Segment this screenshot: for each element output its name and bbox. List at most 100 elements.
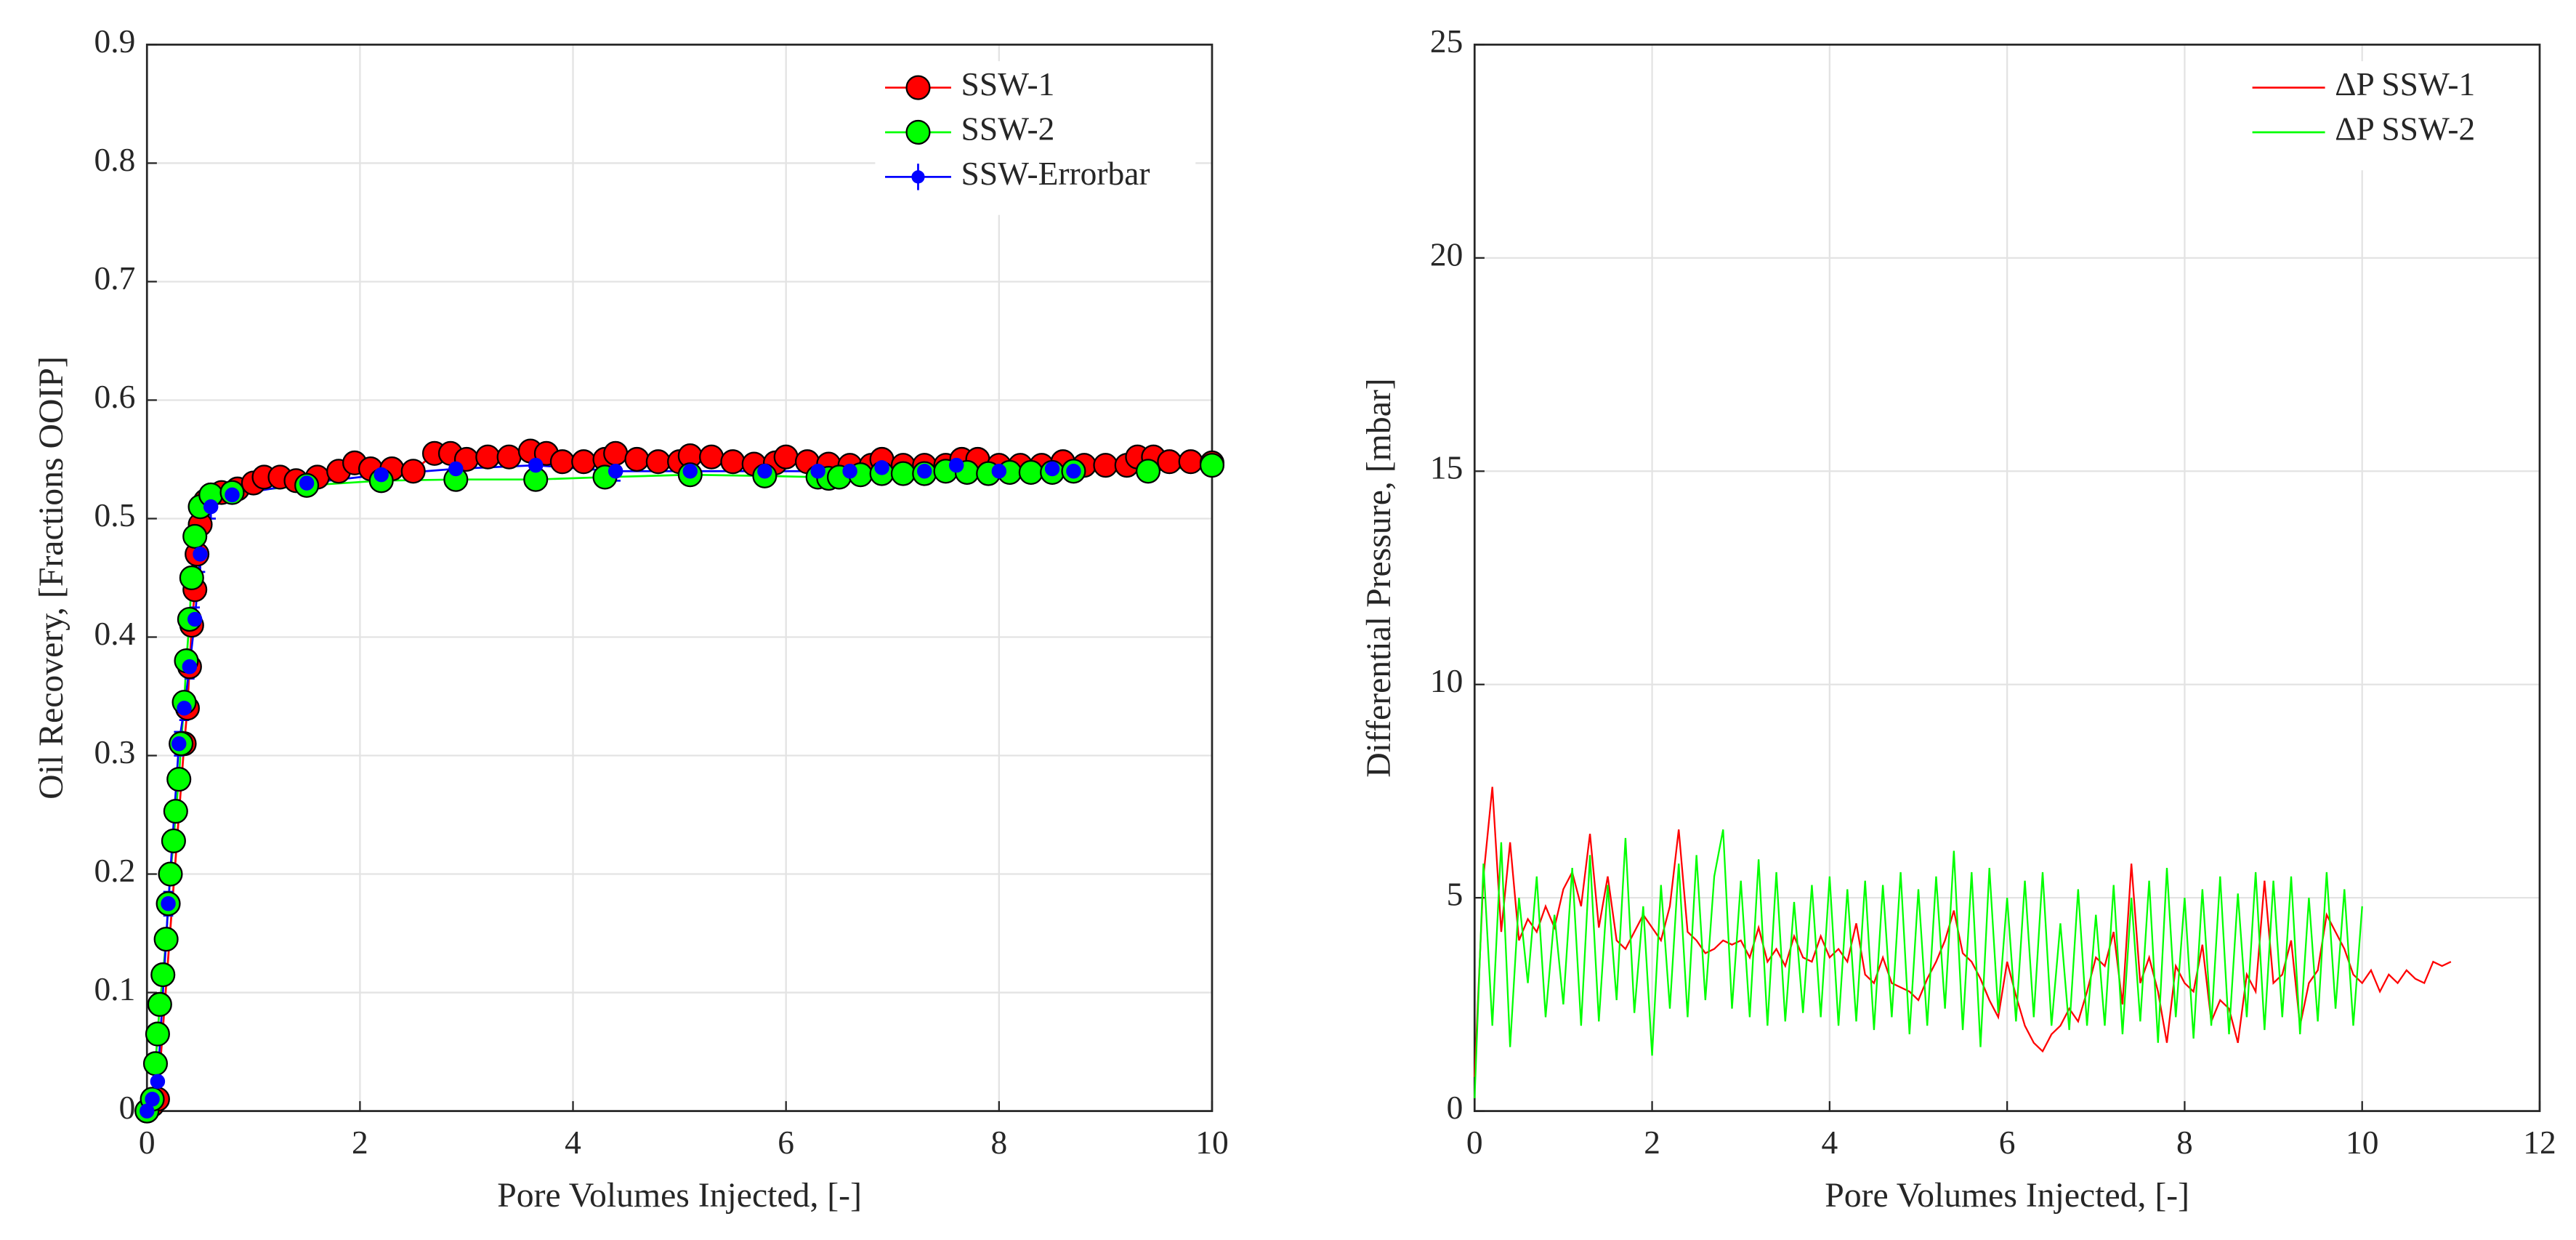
x-tick-label: 6 <box>778 1124 794 1161</box>
marker <box>163 799 188 824</box>
marker <box>682 464 698 479</box>
y-tick-label: 0 <box>119 1089 136 1126</box>
y-tick-label: 0 <box>1447 1089 1463 1126</box>
marker <box>179 565 204 591</box>
y-tick-label: 5 <box>1447 876 1463 913</box>
marker <box>991 464 1007 479</box>
marker <box>1018 459 1043 485</box>
marker <box>161 896 176 911</box>
legend-marker <box>905 119 931 145</box>
y-axis-label: Oil Recovery, [Fractions OOIP] <box>32 356 70 800</box>
marker <box>140 1103 155 1119</box>
marker <box>773 444 799 470</box>
marker <box>916 464 932 479</box>
y-tick-label: 0.1 <box>94 970 136 1007</box>
legend-marker <box>905 75 931 100</box>
y-tick-label: 0.9 <box>94 23 136 60</box>
axes-frame <box>145 44 1214 1112</box>
marker <box>147 991 172 1017</box>
x-tick-label: 6 <box>1999 1124 2016 1161</box>
legend: ΔP SSW-1 ΔP SSW-2 <box>2242 61 2524 171</box>
axes-frame <box>1473 44 2541 1112</box>
legend-label: SSW-Errorbar <box>961 155 1150 192</box>
marker <box>810 464 825 479</box>
x-tick-label: 2 <box>1644 1124 1660 1161</box>
marker <box>475 444 501 470</box>
marker <box>150 1074 166 1090</box>
marker <box>374 467 389 483</box>
marker <box>150 962 176 988</box>
marker <box>145 1092 160 1107</box>
marker <box>145 1021 170 1047</box>
marker <box>182 523 208 549</box>
x-tick-label: 10 <box>2346 1124 2378 1161</box>
marker <box>161 828 186 853</box>
marker <box>1135 459 1161 484</box>
marker <box>1093 453 1118 478</box>
marker <box>299 475 315 491</box>
marker <box>400 459 426 484</box>
marker <box>549 449 575 475</box>
marker <box>1044 461 1060 477</box>
marker <box>193 547 208 562</box>
y-tick-label: 20 <box>1430 235 1463 273</box>
y-axis-label: Differential Pressure, [mbar] <box>1360 378 1398 777</box>
series-line <box>1474 829 2363 1099</box>
chart-panel: 0 2 4 6 8 10 12 0 5 10 15 20 25 Pore Volumes Injected… <box>1360 23 2556 1215</box>
legend-label: ΔP SSW-1 <box>2335 65 2475 102</box>
marker <box>874 460 889 475</box>
y-tick-label: 15 <box>1430 449 1463 486</box>
x-tick-label: 2 <box>352 1124 368 1161</box>
x-tick-label: 4 <box>565 1124 581 1161</box>
marker <box>645 449 671 475</box>
x-tick-label: 0 <box>139 1124 156 1161</box>
marker <box>1157 449 1182 475</box>
marker <box>1178 449 1203 475</box>
legend-label: SSW-1 <box>961 65 1055 102</box>
x-tick-label: 8 <box>990 1124 1007 1161</box>
marker <box>624 446 650 472</box>
x-tick-label: 10 <box>1195 1124 1228 1161</box>
marker <box>225 487 240 503</box>
marker <box>142 1051 169 1076</box>
series-line <box>1474 786 2452 1077</box>
marker <box>528 457 544 473</box>
y-tick-label: 0.4 <box>94 615 136 652</box>
marker <box>720 449 746 475</box>
marker <box>842 464 857 479</box>
marker <box>158 861 183 887</box>
marker <box>948 457 964 473</box>
marker <box>571 449 597 475</box>
marker <box>171 736 187 752</box>
marker <box>757 464 772 479</box>
legend-marker <box>911 170 925 184</box>
y-tick-label: 0.2 <box>94 852 136 889</box>
chart-panel: 0 2 4 6 8 10 0 0.1 0.2 0.3 0.4 0.5 0.6 0.7 0.8 0.9 Pore … <box>32 23 1229 1215</box>
legend-box <box>2242 61 2524 171</box>
marker <box>1199 453 1225 478</box>
marker <box>607 464 623 479</box>
marker <box>187 611 203 627</box>
x-tick-label: 4 <box>1821 1124 1838 1161</box>
marker <box>890 461 916 486</box>
legend-label: ΔP SSW-2 <box>2335 110 2475 147</box>
marker <box>166 767 192 792</box>
legend-label: SSW-2 <box>961 110 1055 147</box>
marker <box>496 444 522 470</box>
marker <box>448 461 464 477</box>
marker <box>153 927 179 952</box>
x-axis-label: Pore Volumes Injected, [-] <box>1825 1176 2189 1215</box>
y-tick-label: 0.7 <box>94 259 136 297</box>
x-tick-label: 8 <box>2176 1124 2193 1161</box>
marker <box>1066 464 1081 479</box>
y-tick-label: 0.6 <box>94 378 136 415</box>
y-tick-label: 0.3 <box>94 733 136 770</box>
y-tick-label: 0.8 <box>94 141 136 178</box>
x-axis-label: Pore Volumes Injected, [-] <box>497 1176 862 1215</box>
marker <box>699 444 724 470</box>
marker <box>203 499 219 515</box>
plot-area <box>147 44 1212 1111</box>
marker <box>182 659 198 675</box>
